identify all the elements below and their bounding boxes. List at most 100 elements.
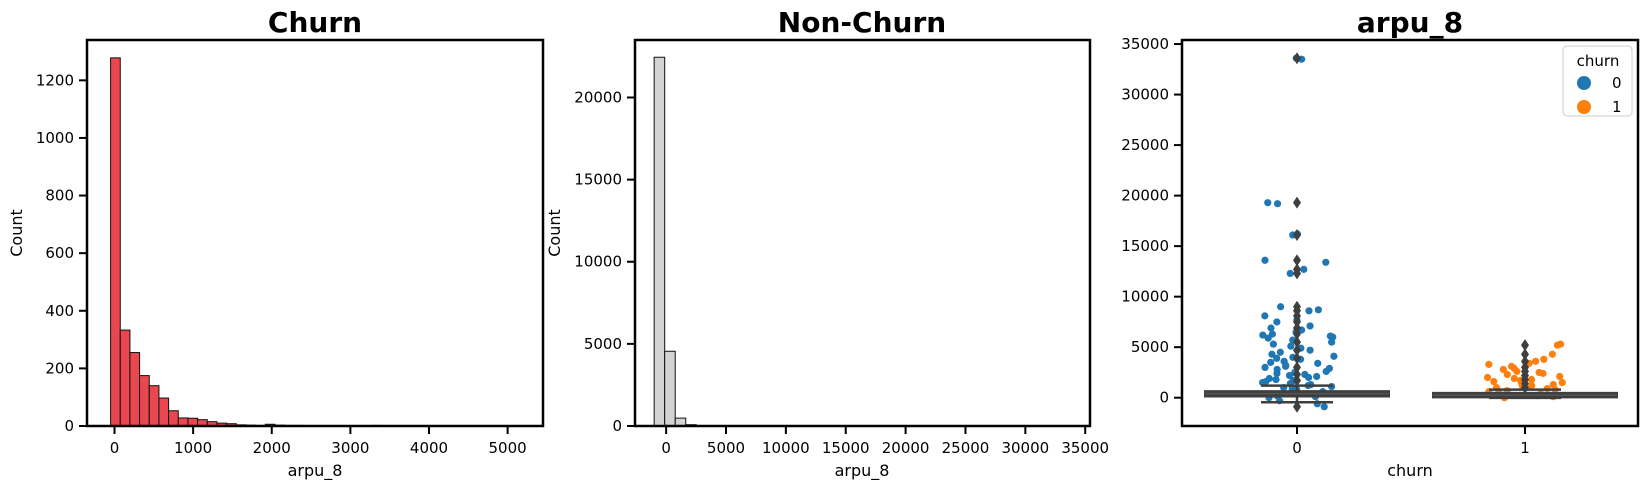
y-tick-label: 0	[64, 417, 74, 435]
outlier-marker	[1521, 348, 1529, 361]
y-tick-label: 20000	[1121, 187, 1169, 205]
y-tick-label: 35000	[1121, 35, 1169, 53]
histogram-bar	[148, 385, 160, 427]
strip-point	[1286, 269, 1294, 278]
chart-title: Churn	[268, 6, 362, 39]
x-tick-label: 1	[1520, 439, 1530, 457]
strip-point	[1483, 373, 1492, 382]
strip-point	[1273, 354, 1281, 362]
legend-frame	[1562, 45, 1633, 117]
y-tick-label: 0	[1159, 389, 1169, 407]
strip-point	[1261, 312, 1269, 320]
non-churn-histogram-panel: Non-Churn 0 5000 10000 15000 20000 25000 30000…	[545, 6, 1109, 481]
strip-points	[1259, 54, 1566, 411]
legend-label-0: 0	[1612, 74, 1622, 92]
chart-title: arpu_8	[1357, 6, 1463, 39]
strip-point	[1272, 375, 1280, 384]
legend-marker-0	[1577, 76, 1591, 90]
histogram-bars	[110, 57, 518, 427]
outlier-marker	[1293, 254, 1301, 267]
strip-point	[1300, 265, 1308, 273]
strip-point	[1322, 367, 1330, 376]
outlier-marker	[1293, 52, 1301, 65]
strip-point	[1528, 381, 1536, 390]
strip-point	[1513, 367, 1521, 376]
strip-point	[1276, 348, 1284, 356]
y-tick-label: 5000	[584, 335, 622, 353]
strip-point	[1287, 342, 1295, 350]
x-axis-label: churn	[1387, 461, 1433, 480]
x-axis-ticks: 0 5000 10000 15000 20000 25000 30000 35000	[661, 426, 1109, 457]
strip-point	[1313, 372, 1321, 381]
y-axis-ticks: 0 5000 10000 15000 20000 25000 30000 35000	[1121, 35, 1182, 407]
strip-point	[1540, 355, 1548, 363]
strip-point	[1485, 360, 1493, 368]
y-tick-label: 1200	[36, 71, 74, 89]
x-tick-label: 5000	[707, 439, 745, 457]
x-tick-label: 20000	[882, 439, 930, 457]
x-tick-label: 1000	[174, 439, 212, 457]
strip-point	[1499, 365, 1507, 374]
plot-frame	[85, 38, 545, 428]
y-tick-label: 30000	[1121, 86, 1169, 104]
outlier-marker	[1293, 315, 1301, 328]
y-axis-ticks: 0 5000 10000 15000 20000	[574, 88, 635, 435]
strip-point	[1539, 369, 1547, 378]
histogram-bar	[653, 56, 666, 427]
x-axis-label: arpu_8	[835, 461, 890, 481]
x-tick-label: 5000	[489, 439, 527, 457]
strip-point	[1532, 357, 1540, 365]
strip-point	[1277, 303, 1285, 311]
y-tick-label: 5000	[1131, 338, 1169, 356]
strip-point	[1553, 341, 1562, 349]
histogram-bar	[139, 375, 150, 427]
histogram-bar	[110, 57, 121, 427]
strip-point	[1268, 350, 1276, 358]
strip-point	[1261, 363, 1269, 371]
y-tick-label: 10000	[1121, 288, 1169, 306]
y-tick-label: 15000	[574, 171, 622, 189]
x-tick-label: 0	[661, 439, 671, 457]
x-axis-label: arpu_8	[288, 461, 343, 481]
legend: churn 0 1	[1562, 45, 1633, 117]
x-tick-label: 2000	[253, 439, 291, 457]
histogram-bar	[129, 352, 141, 427]
outlier-marker	[1293, 374, 1301, 387]
y-tick-label: 800	[45, 187, 74, 205]
y-tick-label: 10000	[574, 253, 622, 271]
x-axis-ticks: 0 1000 2000 3000 4000 5000	[110, 426, 527, 457]
strip-point	[1306, 346, 1314, 354]
strip-point	[1328, 338, 1336, 346]
box-plots	[1204, 52, 1618, 413]
outlier-marker	[1293, 344, 1301, 357]
x-tick-label: 35000	[1061, 439, 1109, 457]
strip-point	[1510, 374, 1518, 383]
strip-point	[1273, 200, 1282, 208]
strip-point	[1305, 373, 1313, 382]
strip-point	[1264, 334, 1272, 342]
y-tick-label: 20000	[574, 88, 622, 106]
x-tick-label: 30000	[1001, 439, 1049, 457]
histogram-bar	[168, 410, 179, 427]
strip-point	[1527, 375, 1536, 384]
chart-title: Non-Churn	[778, 6, 946, 39]
y-tick-label: 0	[612, 417, 622, 435]
strip-point	[1273, 318, 1281, 326]
outlier-marker	[1293, 400, 1301, 413]
strip-point	[1267, 358, 1275, 366]
outlier-marker	[1521, 339, 1529, 352]
outlier-marker	[1293, 328, 1301, 341]
strip-point	[1490, 377, 1498, 386]
y-tick-label: 1000	[36, 129, 74, 147]
x-tick-label: 0	[1292, 439, 1302, 457]
y-axis-label: Count	[545, 209, 564, 257]
y-tick-label: 15000	[1121, 237, 1169, 255]
strip-point	[1322, 258, 1330, 266]
strip-point	[1320, 403, 1328, 411]
strip-point	[1267, 324, 1275, 332]
outlier-marker	[1293, 321, 1301, 334]
strip-point	[1305, 307, 1313, 315]
strip-point	[1503, 370, 1511, 379]
